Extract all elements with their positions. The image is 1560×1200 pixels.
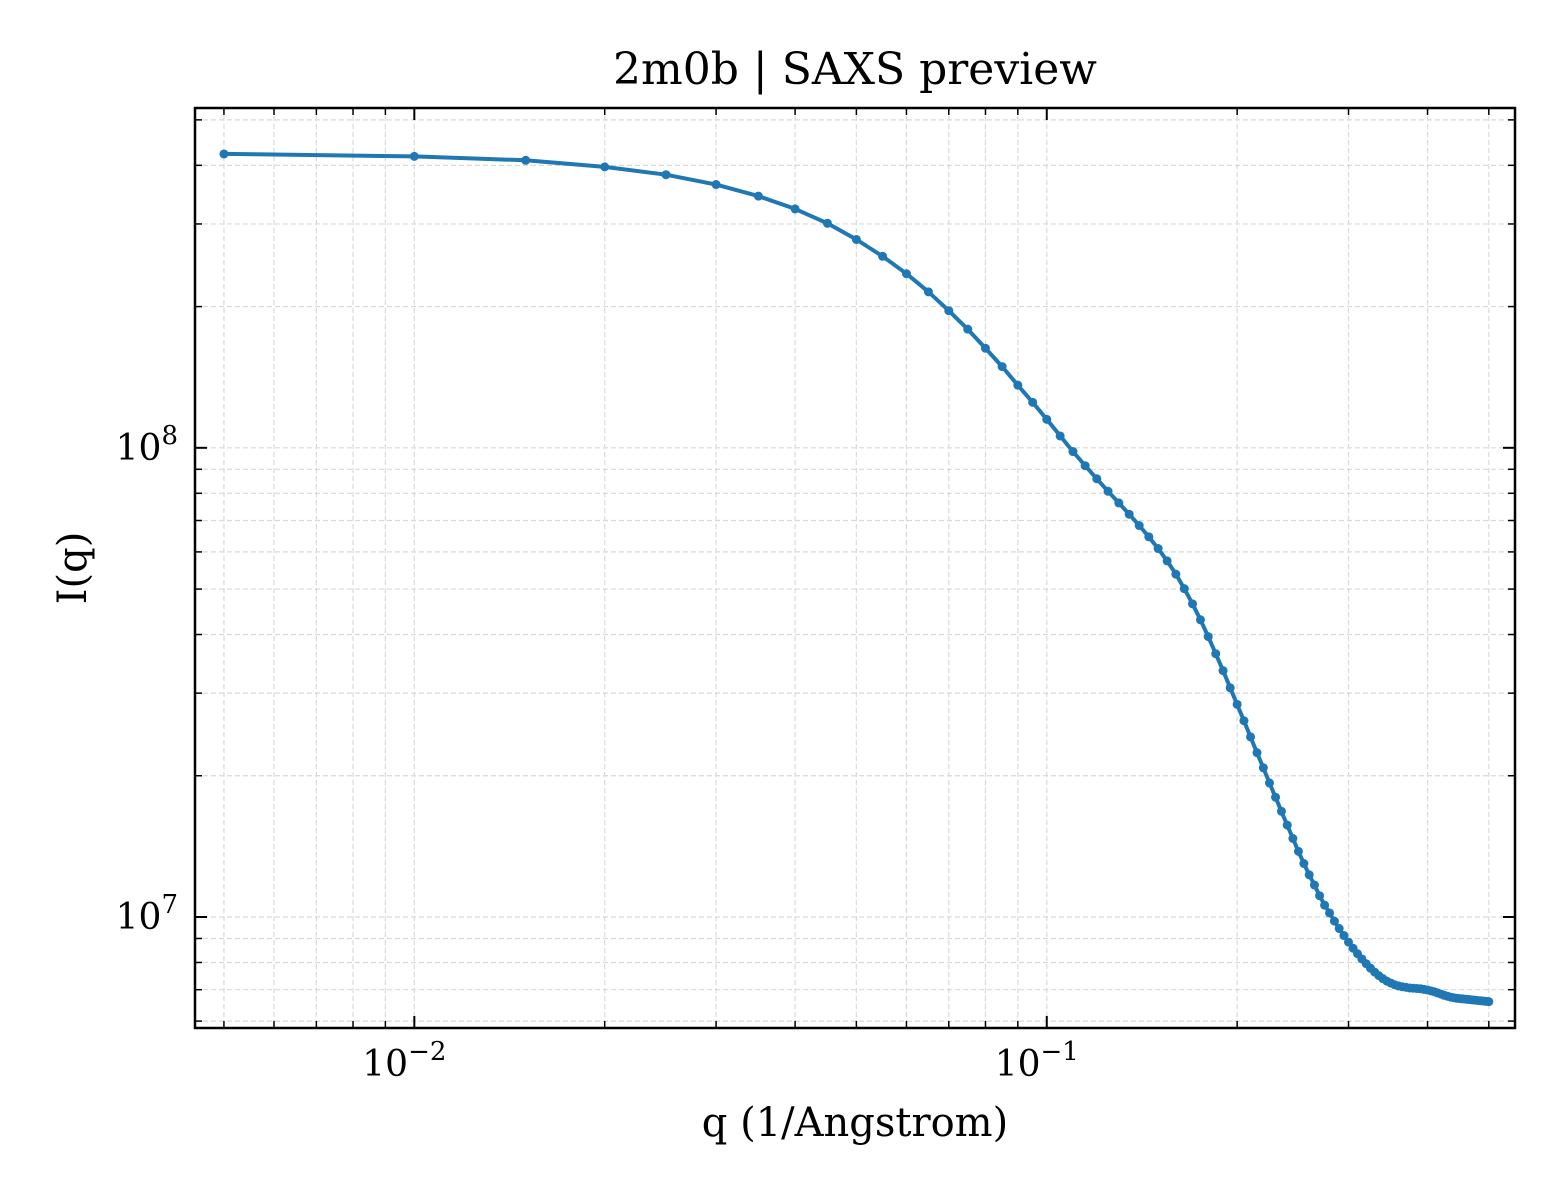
- data-point: [1282, 820, 1292, 830]
- data-point: [1334, 924, 1344, 934]
- data-point: [1203, 632, 1213, 642]
- grid: [195, 108, 1515, 1028]
- data-point: [980, 343, 990, 353]
- data-point: [600, 162, 610, 172]
- plot-frame: [193, 106, 1517, 1030]
- data-point: [1013, 380, 1023, 390]
- x-tick-label: 10−1: [995, 1037, 1079, 1085]
- data-point: [1258, 763, 1268, 773]
- data-point: [1484, 997, 1494, 1007]
- data-point: [1276, 806, 1286, 816]
- data-point: [1309, 880, 1319, 890]
- data-point: [1320, 900, 1330, 910]
- tick-labels: 10−2 10−1 107 108: [116, 421, 1079, 1085]
- data-point: [1232, 699, 1242, 709]
- chart-title: 2m0b | SAXS preview: [613, 44, 1097, 95]
- data-point: [923, 287, 933, 297]
- data-point: [219, 149, 229, 159]
- data-point: [1271, 792, 1281, 802]
- data-point: [521, 155, 531, 165]
- data-point: [753, 191, 763, 201]
- data-point: [409, 151, 419, 161]
- data-point: [1239, 716, 1249, 726]
- data-point: [1092, 474, 1102, 484]
- data-point: [1144, 532, 1154, 542]
- data-point: [1171, 569, 1181, 579]
- data-point: [1304, 870, 1314, 880]
- x-tick-label: 10−2: [362, 1037, 446, 1085]
- data-point: [963, 324, 973, 334]
- data-point: [1080, 461, 1090, 471]
- data-point: [1325, 908, 1335, 918]
- data-point: [1211, 649, 1221, 659]
- data-point: [1055, 431, 1065, 441]
- data-point: [878, 251, 888, 261]
- data-point: [1134, 521, 1144, 531]
- data-point: [1162, 556, 1172, 566]
- data-point: [1315, 891, 1325, 901]
- data-point: [1299, 859, 1309, 869]
- data-point: [822, 218, 832, 228]
- data-point: [901, 269, 911, 279]
- data-point: [944, 306, 954, 316]
- y-tick-label: 108: [116, 421, 178, 469]
- data-point: [1225, 683, 1235, 693]
- data-point: [997, 362, 1007, 372]
- data-point: [661, 170, 671, 180]
- data-point: [1246, 732, 1256, 742]
- data-point: [711, 180, 721, 190]
- data-point: [1124, 509, 1134, 519]
- data-point: [1028, 397, 1038, 407]
- data-point: [1218, 666, 1228, 676]
- data-point: [1103, 486, 1113, 496]
- data-point: [1288, 834, 1298, 844]
- series: [219, 149, 1494, 1007]
- data-point: [1179, 584, 1189, 594]
- data-point: [790, 204, 800, 214]
- y-axis-label: I(q): [50, 532, 96, 605]
- data-point: [1195, 615, 1205, 625]
- data-point: [1114, 498, 1124, 508]
- data-point: [1329, 916, 1339, 926]
- data-point: [1188, 599, 1198, 609]
- data-point: [1153, 544, 1163, 554]
- data-point: [1252, 748, 1262, 758]
- x-axis-label: q (1/Angstrom): [702, 1100, 1008, 1146]
- data-point: [851, 234, 861, 244]
- data-point: [1264, 778, 1274, 788]
- data-point: [1068, 447, 1078, 457]
- data-point: [1339, 931, 1349, 941]
- data-point: [1042, 414, 1052, 424]
- data-point: [1293, 846, 1303, 856]
- y-tick-label: 107: [116, 890, 178, 938]
